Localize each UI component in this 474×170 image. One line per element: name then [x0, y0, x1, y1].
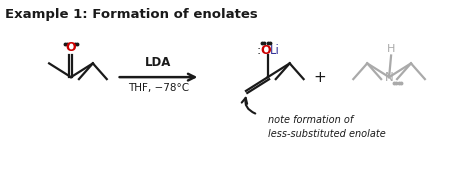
- Text: H: H: [387, 44, 395, 54]
- Text: :: :: [257, 44, 261, 57]
- Text: O: O: [261, 44, 271, 57]
- Text: note formation of
less-substituted enolate: note formation of less-substituted enola…: [268, 115, 385, 140]
- FancyArrowPatch shape: [242, 98, 255, 114]
- Text: Li: Li: [270, 44, 280, 57]
- Text: O: O: [66, 40, 76, 54]
- Text: +: +: [313, 70, 326, 85]
- Text: LDA: LDA: [145, 56, 172, 69]
- Text: N: N: [385, 71, 393, 84]
- Text: Example 1: Formation of enolates: Example 1: Formation of enolates: [5, 8, 258, 21]
- Text: THF, −78°C: THF, −78°C: [128, 83, 189, 93]
